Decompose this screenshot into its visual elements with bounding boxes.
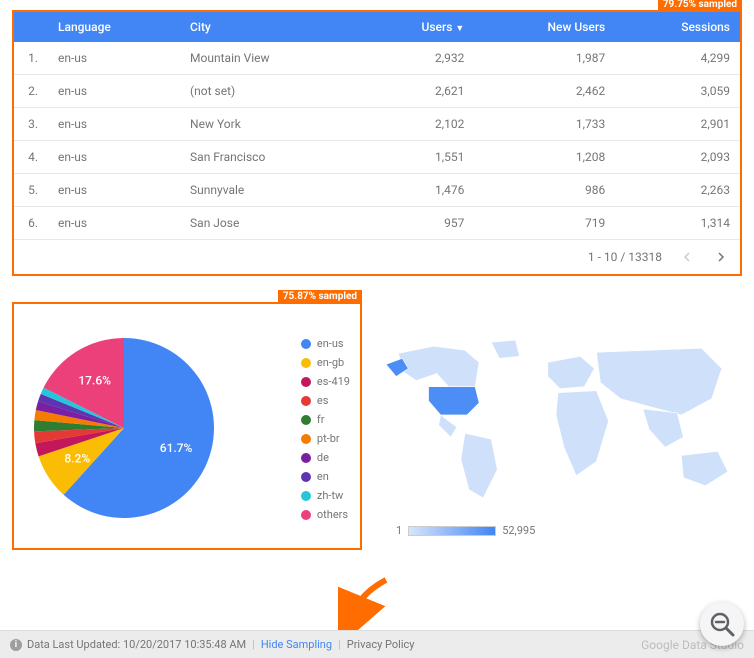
map-region[interactable] xyxy=(461,433,497,498)
table-footer: 1 - 10 / 13318 xyxy=(14,240,740,274)
table-row[interactable]: 6.en-usSan Jose9577191,314 xyxy=(14,207,740,240)
map-region[interactable] xyxy=(548,356,595,388)
map-legend-gradient xyxy=(408,526,496,536)
legend-item-es[interactable]: es xyxy=(301,391,350,410)
legend-item-zh-tw[interactable]: zh-tw xyxy=(301,486,350,505)
table-row[interactable]: 2.en-us(not set)2,6212,4623,059 xyxy=(14,75,740,108)
legend-item-pt-br[interactable]: pt-br xyxy=(301,429,350,448)
map-region[interactable] xyxy=(439,415,457,437)
world-map: 1 52,995 xyxy=(378,302,742,550)
table-row[interactable]: 5.en-usSunnyvale1,4769862,263 xyxy=(14,174,740,207)
map-legend-max: 52,995 xyxy=(502,524,535,537)
col-lang[interactable]: Language xyxy=(48,12,180,42)
legend-item-fr[interactable]: fr xyxy=(301,410,350,429)
legend-item-others[interactable]: others xyxy=(301,505,350,524)
privacy-policy-link[interactable]: Privacy Policy xyxy=(347,638,415,651)
zoom-out-button[interactable] xyxy=(700,602,744,646)
pie-sample-badge: 75.87% sampled xyxy=(278,290,362,303)
page-prev-button[interactable] xyxy=(678,248,696,266)
analytics-table: 79.75% sampled LanguageCityUsers▼New Use… xyxy=(12,10,742,276)
legend-item-de[interactable]: de xyxy=(301,448,350,467)
map-region[interactable] xyxy=(429,387,480,415)
svg-text:17.6%: 17.6% xyxy=(78,374,111,388)
language-pie-chart: 75.87% sampled 61.7%8.2%17.6% en-usen-gb… xyxy=(12,302,362,550)
map-region[interactable] xyxy=(681,451,728,485)
info-icon: i xyxy=(10,639,22,651)
pie-legend: en-usen-gbes-419esfrpt-brdeenzh-twothers xyxy=(301,334,350,524)
svg-text:8.2%: 8.2% xyxy=(64,451,90,465)
col-sess[interactable]: Sessions xyxy=(615,12,740,42)
map-region[interactable] xyxy=(643,409,683,447)
map-region[interactable] xyxy=(556,391,609,476)
page-next-button[interactable] xyxy=(712,248,730,266)
table-row[interactable]: 1.en-usMountain View2,9321,9874,299 xyxy=(14,42,740,75)
table-sample-badge: 79.75% sampled xyxy=(658,0,742,11)
map-region[interactable] xyxy=(398,346,479,386)
col-city[interactable]: City xyxy=(180,12,360,42)
annotation-arrow xyxy=(338,574,398,638)
map-region[interactable] xyxy=(596,348,721,415)
legend-item-en-gb[interactable]: en-gb xyxy=(301,353,350,372)
table-row[interactable]: 4.en-usSan Francisco1,5511,2082,093 xyxy=(14,141,740,174)
legend-item-en[interactable]: en xyxy=(301,467,350,486)
col-users[interactable]: Users▼ xyxy=(360,12,474,42)
legend-item-en-us[interactable]: en-us xyxy=(301,334,350,353)
svg-text:61.7%: 61.7% xyxy=(160,441,193,455)
table-row[interactable]: 3.en-usNew York2,1021,7332,901 xyxy=(14,108,740,141)
footer-bar: i Data Last Updated: 10/20/2017 10:35:48… xyxy=(0,630,754,658)
map-region[interactable] xyxy=(491,340,519,358)
col-idx[interactable] xyxy=(14,12,48,42)
col-new[interactable]: New Users xyxy=(474,12,615,42)
map-legend: 1 52,995 xyxy=(396,524,742,537)
legend-item-es-419[interactable]: es-419 xyxy=(301,372,350,391)
last-updated: Data Last Updated: 10/20/2017 10:35:48 A… xyxy=(27,638,246,651)
pagination-status: 1 - 10 / 13318 xyxy=(588,250,662,264)
map-legend-min: 1 xyxy=(396,524,402,537)
hide-sampling-link[interactable]: Hide Sampling xyxy=(261,638,332,651)
